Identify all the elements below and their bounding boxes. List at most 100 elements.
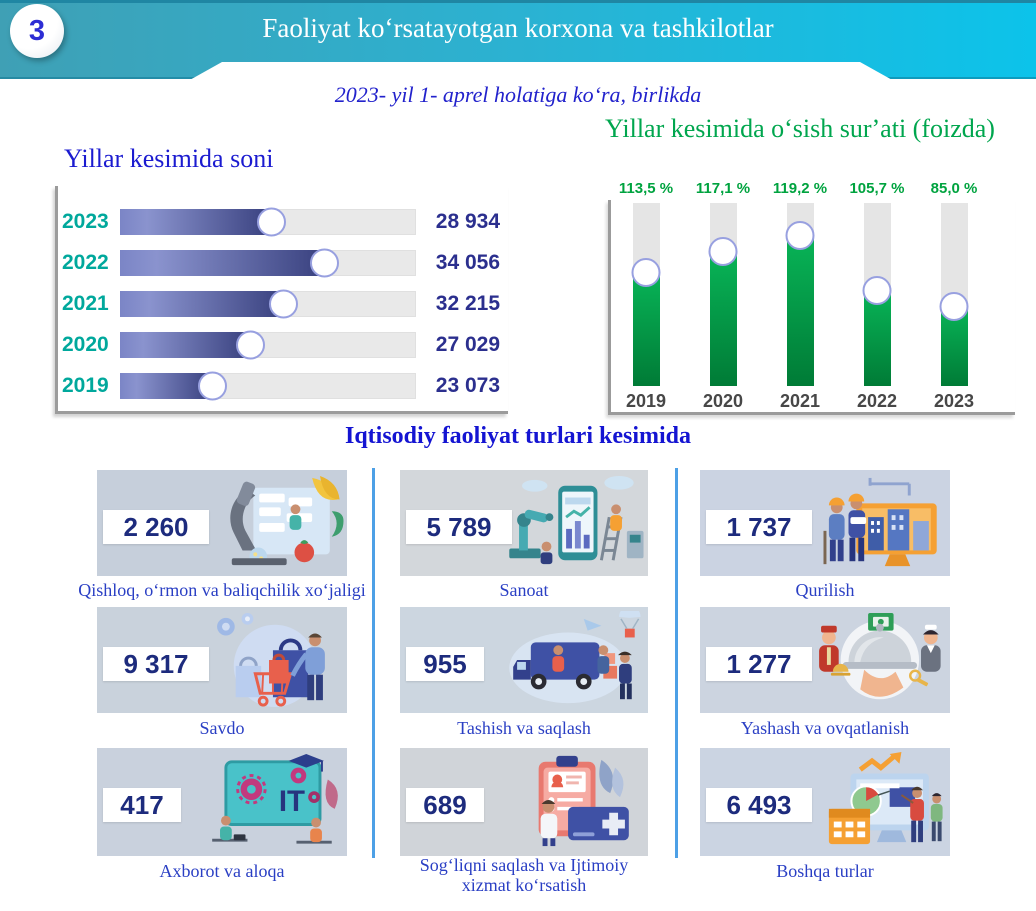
- slide-number-badge: 3: [10, 4, 64, 58]
- growth-bar-track: [939, 203, 969, 386]
- growth-column: 119,2 % 2021: [758, 180, 842, 412]
- agriculture-illustration: [230, 475, 344, 566]
- page-title: Faoliyat koʻrsatayotgan korxona va tashk…: [262, 13, 774, 43]
- count-row: 2020 27 029: [62, 330, 500, 360]
- category-value-box: 6 493: [706, 788, 812, 822]
- category-value-box: 417: [103, 788, 181, 822]
- category-value: 6 493: [726, 789, 792, 820]
- bar-knob-icon: [939, 292, 969, 322]
- count-bar-track: [120, 371, 416, 401]
- count-year-label: 2022: [62, 251, 109, 274]
- growth-percent-label: 105,7 %: [849, 180, 905, 197]
- growth-year-label: 2022: [856, 391, 898, 411]
- growth-year-label: 2021: [779, 391, 821, 411]
- bar-knob-icon: [268, 289, 298, 319]
- category-value: 955: [423, 648, 467, 679]
- count-bar-fill: [120, 207, 286, 237]
- category-label-transport: Tashish va saqlash: [457, 718, 591, 738]
- growth-bar-track: [785, 203, 815, 386]
- industry-illustration: [509, 475, 644, 565]
- growth-year-label: 2023: [933, 391, 975, 411]
- category-card-transport: 955: [400, 607, 648, 713]
- bar-knob-icon: [862, 275, 892, 305]
- category-card-industry: 5 789: [400, 470, 648, 576]
- count-bar-track: [120, 330, 416, 360]
- bar-knob-icon: [310, 248, 340, 278]
- count-year-label: 2021: [62, 292, 109, 315]
- count-bar-fill: [120, 330, 266, 360]
- category-value: 2 260: [123, 511, 189, 542]
- it-illustration: IT: [212, 753, 338, 844]
- bar-knob-icon: [631, 257, 661, 287]
- category-value-box: 2 260: [103, 510, 209, 544]
- category-value: 1 277: [726, 648, 792, 679]
- category-value-box: 1 277: [706, 647, 812, 681]
- category-value: 1 737: [726, 511, 792, 542]
- growth-bar-fill: [939, 292, 969, 386]
- growth-column: 85,0 % 2023: [912, 180, 996, 412]
- bar-knob-icon: [708, 237, 738, 267]
- growth-year-label: 2019: [625, 391, 667, 411]
- count-row: 2023 28 934: [62, 207, 500, 237]
- category-label-it: Axborot va aloqa: [159, 861, 285, 881]
- count-bar-fill: [120, 289, 298, 319]
- growth-chart-axis: [608, 200, 1015, 415]
- count-year-label: 2019: [62, 374, 109, 397]
- growth-bar-track: [862, 203, 892, 386]
- category-value: 689: [423, 789, 467, 820]
- category-value-box: 9 317: [103, 647, 209, 681]
- count-bar-track: [120, 207, 416, 237]
- construction-illustration: [823, 477, 937, 567]
- growth-bar-fill: [631, 257, 661, 386]
- subtitle: 2023- yil 1- aprel holatiga koʻra, birli…: [334, 82, 702, 107]
- category-card-other: 6 493: [700, 748, 950, 856]
- column-divider: [675, 468, 678, 858]
- count-value: 34 056: [435, 251, 500, 274]
- growth-percent-label: 85,0 %: [930, 180, 978, 197]
- header-ribbon-notch: [188, 62, 894, 81]
- category-card-agriculture: 2 260: [97, 470, 347, 576]
- category-value-box: 689: [406, 788, 484, 822]
- count-row: 2019 23 073: [62, 371, 500, 401]
- category-value-box: 1 737: [706, 510, 812, 544]
- health-illustration: [538, 755, 629, 847]
- category-label-other: Boshqa turlar: [776, 861, 874, 881]
- bar-knob-icon: [256, 207, 286, 237]
- growth-column: 105,7 % 2022: [835, 180, 919, 412]
- count-value: 32 215: [435, 292, 500, 315]
- category-value: 9 317: [123, 648, 189, 679]
- count-chart-axis: [55, 186, 508, 414]
- count-year-label: 2023: [62, 210, 109, 233]
- trade-illustration: [217, 612, 325, 708]
- count-chart-title: Yillar kesimida soni: [64, 144, 274, 173]
- column-divider: [372, 468, 375, 858]
- count-value: 28 934: [435, 210, 500, 233]
- growth-year-label: 2020: [702, 391, 744, 411]
- growth-chart-title: Yillar kesimida oʻsish surʼati (foizda): [605, 114, 995, 143]
- growth-percent-label: 119,2 %: [772, 180, 828, 197]
- slide-number: 3: [28, 14, 46, 47]
- growth-bar-fill: [785, 220, 815, 386]
- category-label-hospitality: Yashash va ovqatlanish: [740, 718, 910, 738]
- category-card-trade: 9 317: [97, 607, 347, 713]
- count-year-label: 2020: [62, 333, 109, 356]
- category-label-health: Sogʻliqni saqlash va Ijtimoiy xizmat koʻ…: [419, 855, 629, 895]
- category-value-box: 5 789: [406, 510, 512, 544]
- growth-bar-track: [708, 203, 738, 386]
- count-bar-track: [120, 289, 416, 319]
- growth-bar-fill: [708, 237, 738, 386]
- bar-knob-icon: [236, 330, 266, 360]
- count-value: 23 073: [435, 374, 500, 397]
- growth-bar-fill: [862, 275, 892, 386]
- count-bar-track: [120, 248, 416, 278]
- header-banner: [0, 0, 1036, 62]
- count-row: 2021 32 215: [62, 289, 500, 319]
- other-illustration: [828, 752, 943, 845]
- growth-percent-label: 113,5 %: [618, 180, 674, 197]
- category-card-health: 689: [400, 748, 648, 856]
- growth-percent-label: 117,1 %: [695, 180, 751, 197]
- bar-knob-icon: [197, 371, 227, 401]
- category-value: 5 789: [426, 511, 492, 542]
- category-value: 417: [120, 789, 164, 820]
